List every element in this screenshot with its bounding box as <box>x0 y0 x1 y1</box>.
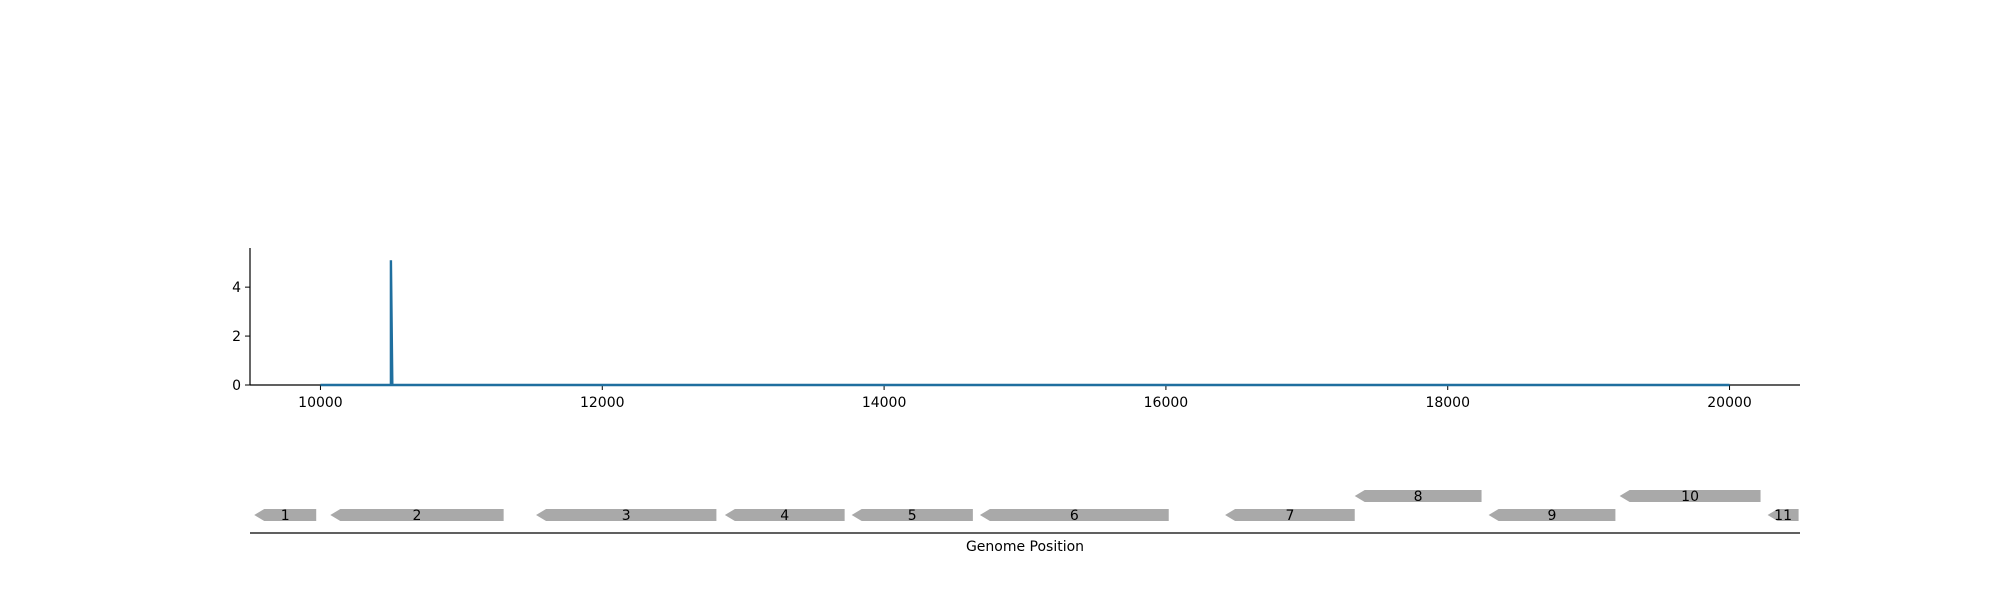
gene-arrow-11 <box>1767 509 1799 521</box>
x-tick-label: 20000 <box>1707 395 1752 411</box>
gene-label-3: 3 <box>622 508 631 524</box>
gene-label-8: 8 <box>1414 489 1423 505</box>
gene-label-5: 5 <box>908 508 917 524</box>
x-tick-label: 14000 <box>862 395 907 411</box>
gene-arrow-5 <box>851 509 973 521</box>
x-tick-label: 18000 <box>1425 395 1470 411</box>
gene-arrow-3 <box>536 509 717 521</box>
x-axis-title: Genome Position <box>966 539 1084 555</box>
gene-track: 1 2 3 4 5 6 7 8 9 10 11 Genome Position <box>250 489 1800 555</box>
gene-arrow-7 <box>1225 509 1355 521</box>
gene-label-2: 2 <box>413 508 422 524</box>
gene-label-7: 7 <box>1285 508 1294 524</box>
coverage-line <box>320 260 1730 387</box>
coverage-plot: 10000 12000 14000 16000 18000 20000 0 2 4 <box>232 248 1800 411</box>
gene-arrow-9 <box>1488 509 1616 521</box>
gene-arrow-4 <box>724 509 845 521</box>
y-tick-label: 0 <box>232 378 241 394</box>
x-tick-label: 12000 <box>580 395 625 411</box>
y-tick-label: 2 <box>232 329 241 345</box>
gene-label-4: 4 <box>780 508 789 524</box>
x-tick-label: 16000 <box>1144 395 1189 411</box>
x-tick-label: 10000 <box>298 395 343 411</box>
gene-arrow-1 <box>254 509 317 521</box>
gene-arrow-8 <box>1354 490 1482 502</box>
gene-arrow-10 <box>1619 490 1761 502</box>
gene-label-6: 6 <box>1070 508 1079 524</box>
gene-label-9: 9 <box>1548 508 1557 524</box>
gene-arrow-2 <box>330 509 504 521</box>
gene-arrow-6 <box>979 509 1169 521</box>
gene-label-10: 10 <box>1681 489 1699 505</box>
gene-label-11: 11 <box>1774 508 1792 524</box>
gene-label-1: 1 <box>281 508 290 524</box>
y-tick-label: 4 <box>232 280 241 296</box>
